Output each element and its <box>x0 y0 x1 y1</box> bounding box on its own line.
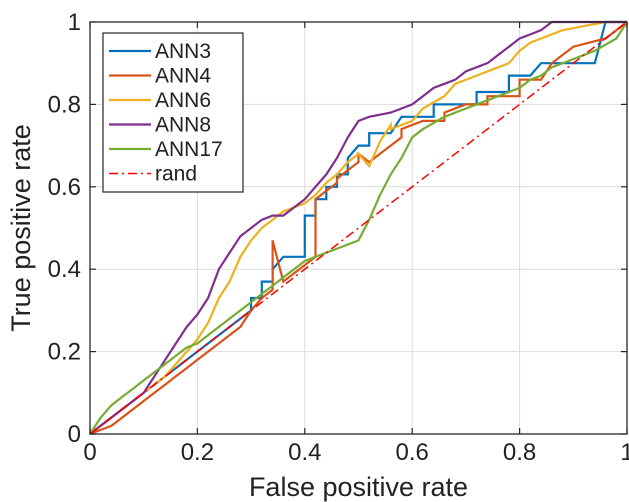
y-tick-label: 0.8 <box>48 91 81 118</box>
legend-label-rand: rand <box>155 163 197 186</box>
y-tick-label: 0.6 <box>48 174 81 201</box>
y-tick-label: 1 <box>68 9 81 36</box>
legend-label-ann17: ANN17 <box>155 138 223 161</box>
series-line-ann3 <box>89 20 627 435</box>
x-tick-label: 0.2 <box>181 439 214 466</box>
series-lines <box>89 20 628 436</box>
series-line-ann17 <box>89 21 628 435</box>
y-tick-label: 0.2 <box>48 339 81 366</box>
y-tick-label: 0 <box>68 421 81 448</box>
series-line-rand <box>89 21 628 435</box>
x-tick-label: 1 <box>620 439 629 466</box>
x-axis-label: False positive rate <box>249 472 468 502</box>
legend-label-ann8: ANN8 <box>155 114 211 137</box>
x-tick-label: 0.8 <box>503 439 536 466</box>
ticks: 00 0.2 0.2 0.4 0.4 0.6 0.6 0.8 0.8 1 1 <box>48 9 629 466</box>
y-tick-label: 0.4 <box>48 256 81 283</box>
legend-label-ann3: ANN3 <box>155 40 211 63</box>
x-tick-label: 0 <box>83 439 96 466</box>
series-line-ann8 <box>89 20 627 435</box>
y-axis-label: True positive rate <box>6 124 36 332</box>
x-tick-label: 0.4 <box>288 439 321 466</box>
legend-box <box>102 32 244 193</box>
legend-label-ann4: ANN4 <box>155 65 211 88</box>
legend-label-ann6: ANN6 <box>155 89 211 112</box>
series-line-ann4 <box>89 21 628 436</box>
x-tick-label: 0.6 <box>396 439 429 466</box>
axes-box <box>89 21 628 435</box>
